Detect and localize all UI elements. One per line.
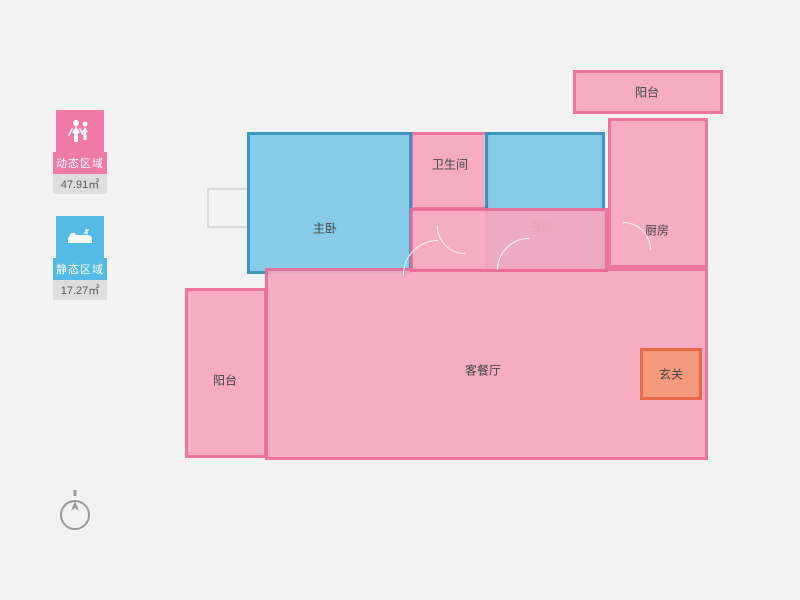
legend-dynamic-value: 47.91㎡: [53, 174, 107, 194]
room-label-balcony-top: 阳台: [635, 84, 659, 101]
sleep-icon: [56, 216, 104, 258]
legend: 动态区域 47.91㎡ 静态区域 17.27㎡: [50, 110, 110, 322]
compass-icon: [58, 488, 92, 537]
room-master-bed: [247, 132, 412, 274]
room-label-balcony-left: 阳台: [213, 372, 237, 389]
room-label-living: 客餐厅: [465, 362, 501, 379]
exterior-notch: [207, 188, 249, 228]
room-label-entry: 玄关: [659, 366, 683, 383]
legend-dynamic-title: 动态区域: [53, 152, 107, 174]
people-icon: [56, 110, 104, 152]
legend-static: 静态区域 17.27㎡: [50, 216, 110, 300]
legend-static-value: 17.27㎡: [53, 280, 107, 300]
legend-dynamic: 动态区域 47.91㎡: [50, 110, 110, 194]
legend-static-title: 静态区域: [53, 258, 107, 280]
room-label-bathroom: 卫生间: [432, 156, 468, 173]
room-label-kitchen: 厨房: [645, 222, 669, 239]
floorplan: 阳台卫生间厨房书房主卧阳台客餐厅玄关: [185, 70, 745, 500]
room-label-master-bed: 主卧: [313, 220, 337, 237]
